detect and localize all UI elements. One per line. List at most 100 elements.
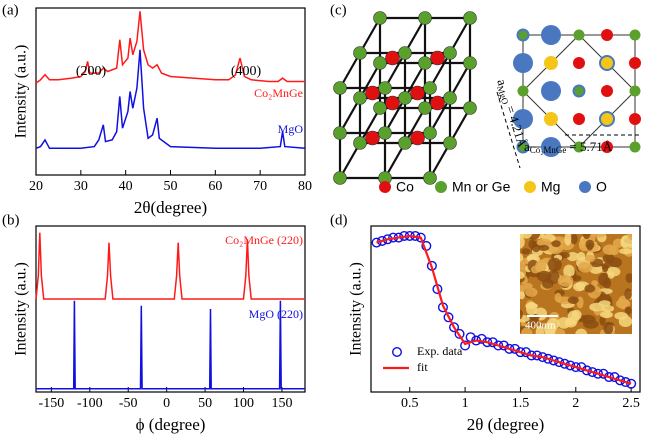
afm-grain [538,244,550,251]
co-atom [573,113,585,125]
mn-ge-atom [629,141,641,153]
x-axis-title: ϕ (degree) [136,415,206,434]
afm-grain [547,257,562,272]
panel-label: (b) [2,212,20,228]
mg-atom [599,55,615,71]
x-tick-label: 60 [208,179,222,194]
afm-grain [520,309,523,320]
co-atom [573,57,585,69]
mn-ge-atom [629,85,641,97]
afm-grain [563,264,575,278]
afm-grain [577,262,593,273]
mn-ge-atom [463,56,477,70]
mn-ge-atom [573,29,585,41]
mn-ge-atom [378,81,392,95]
co-atom [430,50,445,66]
data-point [460,340,471,351]
afm-texture [520,234,632,334]
legend-label: Mn or Ge [452,179,511,195]
afm-grain [615,299,631,309]
mn-ge-atom [373,11,387,25]
data-point [377,235,388,246]
legend-marker [392,347,403,358]
afm-grain [584,284,596,293]
series-label: MgO [278,122,304,136]
data-point [548,355,559,366]
mg-atom [599,111,615,127]
afm-grain [591,280,599,287]
series-line [35,11,305,84]
subscript: MgO [495,85,511,107]
afm-grain [520,253,524,262]
afm-grain [564,234,572,246]
crystal-diagram: Co Mn or Ge Mg O [333,11,641,195]
mn-ge-atom [353,46,367,60]
x-tick-label: -150 [39,396,65,411]
afm-grain [602,264,609,273]
co-atom [385,50,400,66]
o-atom [541,81,561,101]
mn-ge-atom [517,85,529,97]
co-atom [385,95,400,111]
mn-ge-atom [373,101,387,115]
mn-ge-atom [373,56,387,70]
mn-ge-atom [333,81,347,95]
series-line [36,300,305,390]
data-point [476,333,487,344]
x-tick-label: 50 [164,179,178,194]
afm-grain [582,234,591,240]
mn-ge-atom [418,11,432,25]
afm-grain [535,259,547,274]
afm-grain [603,321,614,334]
x-tick-label: 1.5 [512,396,530,411]
mn-ge-atom [516,140,530,154]
co-atom [629,57,641,69]
series-line [35,232,305,300]
afm-grain [606,266,621,277]
afm-grain [520,327,533,334]
mn-ge-atom [398,91,412,105]
mn-ge-atom [443,46,457,60]
x-tick-label: 150 [271,396,292,411]
afm-grain [619,248,632,255]
afm-grain [624,306,632,315]
legend-label: Mg [541,179,560,195]
x-tick-label: 1 [462,396,469,411]
x-tick-label: 50 [198,396,212,411]
co-atom [430,95,445,111]
plot-frame [35,225,306,393]
x-tick-label: 0 [163,396,170,411]
x-tick-label: 0.5 [401,396,419,411]
afm-grain [600,311,614,319]
data-point [371,237,382,248]
co-atom [629,113,641,125]
afm-grain [602,244,617,255]
mn-ge-atom [378,126,392,140]
mn-ge-atom [398,46,412,60]
afm-grain [589,264,603,275]
afm-grain [551,240,561,248]
symbol: a [524,139,530,154]
symbol: a [494,77,510,87]
legend-swatch [579,181,591,193]
afm-grain [567,310,580,325]
panel-label: (d) [330,212,348,228]
afm-grain [557,317,571,329]
o-atom [513,53,533,73]
data-point [604,372,615,383]
x-tick-label: 80 [298,179,312,194]
annotation: (400) [231,64,262,79]
mn-ge-atom [418,56,432,70]
legend-label: Co [396,179,414,195]
data-point [543,353,554,364]
x-axis-title: 2θ(degree) [134,198,207,217]
plot-frame [370,225,641,393]
data-point [615,375,626,386]
co-atom [365,85,380,101]
panel-label: (c) [330,2,347,18]
value: = 5.71Å [569,139,612,154]
data-point [554,357,565,368]
afm-grain [520,235,525,249]
